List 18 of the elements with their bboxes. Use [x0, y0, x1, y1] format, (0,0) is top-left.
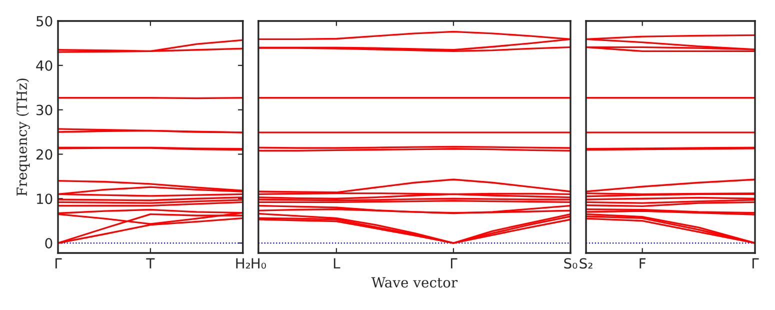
- y-tick-label: 40: [36, 60, 52, 71]
- y-tick-label: 20: [36, 149, 52, 160]
- x-axis-title: Wave vector: [371, 277, 458, 288]
- x-tick-label: L: [334, 258, 340, 268]
- y-tick-label: 10: [36, 194, 52, 204]
- x-tick-label: Γ: [752, 258, 759, 268]
- x-tick-label: H₂: [236, 258, 250, 268]
- x-tick-label: Γ: [55, 258, 62, 268]
- x-tick-label: T: [146, 258, 155, 268]
- x-tick-label: Γ: [450, 258, 458, 268]
- y-tick-label: 30: [36, 104, 52, 116]
- x-tick-label: F: [640, 258, 646, 268]
- x-tick-label: H₀: [252, 258, 266, 269]
- y-tick-label: 50: [36, 16, 52, 26]
- x-tick-label: S₀: [564, 258, 578, 269]
- y-axis-title: Frequency (THz): [16, 78, 30, 196]
- x-tick-label: S₂: [580, 258, 592, 269]
- y-tick-label: 0: [45, 238, 52, 248]
